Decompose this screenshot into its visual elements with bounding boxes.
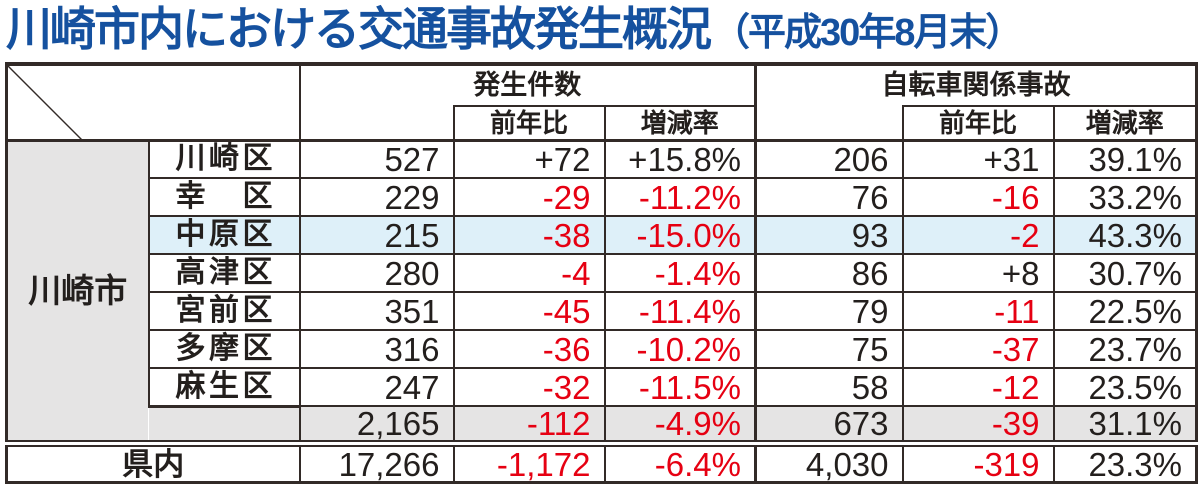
rate-cell: -4.9%	[603, 405, 757, 447]
bike-count-cell: 93	[754, 215, 904, 255]
bike-yoy-cell: +31	[901, 139, 1055, 179]
header-occurrence-group: 発生件数	[298, 63, 757, 106]
yoy-cell: +72	[452, 139, 606, 179]
bike-rate-cell: 23.3%	[1052, 440, 1198, 484]
header-bicycle-rate: 増減率	[1052, 105, 1198, 142]
bike-rate-cell: 23.7%	[1052, 329, 1198, 369]
city-label: 川崎市	[5, 139, 149, 444]
count-cell: 527	[298, 139, 455, 179]
count-cell: 215	[298, 215, 455, 255]
bike-count-cell: 76	[754, 177, 904, 217]
bike-yoy-cell: -16	[901, 177, 1055, 217]
bike-count-cell: 58	[754, 367, 904, 407]
rate-cell: -6.4%	[603, 440, 757, 484]
bike-count-cell: 206	[754, 139, 904, 179]
table-row-saiwai-ku: 幸区 229 -29 -11.2% 76 -16 33.2%	[7, 177, 1198, 217]
table-row-tama-ku: 多摩区 316 -36 -10.2% 75 -37 23.7%	[7, 329, 1198, 369]
rate-cell: -11.2%	[603, 177, 757, 217]
prefecture-label: 県内	[5, 440, 301, 484]
rate-cell: +15.8%	[603, 139, 757, 179]
yoy-cell: -29	[452, 177, 606, 217]
header-bicycle-yoy: 前年比	[901, 105, 1055, 142]
bike-rate-cell: 31.1%	[1052, 405, 1198, 447]
ward-name: 高津区	[147, 253, 301, 293]
header-occurrence-yoy: 前年比	[452, 105, 606, 142]
table-row-kawasaki-ku: 川崎市 川崎区 527 +72 +15.8% 206 +31 39.1%	[5, 139, 1198, 444]
yoy-cell: -38	[452, 215, 606, 255]
header-spacer-occurrence	[298, 106, 455, 142]
count-cell: 280	[298, 253, 455, 293]
bike-rate-cell: 30.7%	[1052, 253, 1198, 293]
bike-yoy-cell: -319	[901, 440, 1055, 484]
page-title: 川崎市内における交通事故発生概況 （平成30年8月末）	[6, 0, 1023, 60]
diagonal-line	[8, 66, 299, 140]
ward-name: 宮前区	[147, 291, 301, 331]
yoy-cell: -112	[452, 405, 606, 447]
bike-rate-cell: 33.2%	[1052, 177, 1198, 217]
bike-rate-cell: 43.3%	[1052, 215, 1198, 255]
bike-count-cell: 75	[754, 329, 904, 369]
bike-yoy-cell: +8	[901, 253, 1055, 293]
table-row-city-total: 2,165 -112 -4.9% 673 -39 31.1%	[7, 405, 1198, 447]
bike-count-cell: 673	[754, 405, 904, 447]
yoy-cell: -1,172	[452, 440, 606, 484]
bike-count-cell: 86	[754, 253, 904, 293]
count-cell: 351	[298, 291, 455, 331]
header-spacer-bicycle	[754, 106, 904, 142]
ward-name: 麻生区	[147, 367, 301, 408]
bike-yoy-cell: -37	[901, 329, 1055, 369]
bike-yoy-cell: -11	[901, 291, 1055, 331]
ward-name: 川崎区	[147, 139, 301, 179]
table-row-nakahara-ku-highlighted: 中原区 215 -38 -15.0% 93 -2 43.3%	[7, 215, 1198, 255]
ward-name: 多摩区	[147, 329, 301, 369]
header-occurrence-rate: 増減率	[603, 105, 757, 142]
bike-rate-cell: 22.5%	[1052, 291, 1198, 331]
accident-stats-table: 発生件数 自転車関係事故 前年比 増減率 前年比 増減率 川崎市 川崎区 527…	[5, 62, 1199, 484]
bike-yoy-cell: -12	[901, 367, 1055, 407]
header-bicycle-group: 自転車関係事故	[754, 63, 1198, 106]
rate-cell: -11.4%	[603, 291, 757, 331]
table-row-miyamae-ku: 宮前区 351 -45 -11.4% 79 -11 22.5%	[7, 291, 1198, 331]
count-cell: 229	[298, 177, 455, 217]
bike-count-cell: 79	[754, 291, 904, 331]
corner-diagonal-cell	[5, 63, 301, 142]
yoy-cell: -32	[452, 367, 606, 407]
count-cell: 247	[298, 367, 455, 407]
yoy-cell: -4	[452, 253, 606, 293]
count-cell: 316	[298, 329, 455, 369]
title-period: （平成30年8月末）	[712, 12, 1023, 54]
yoy-cell: -36	[452, 329, 606, 369]
rate-cell: -1.4%	[603, 253, 757, 293]
ward-name: 幸区	[147, 177, 301, 217]
rate-cell: -15.0%	[603, 215, 757, 255]
bike-count-cell: 4,030	[754, 440, 904, 484]
rate-cell: -11.5%	[603, 367, 757, 407]
yoy-cell: -45	[452, 291, 606, 331]
table-row-takatsu-ku: 高津区 280 -4 -1.4% 86 +8 30.7%	[7, 253, 1198, 293]
bike-yoy-cell: -39	[901, 405, 1055, 447]
bike-rate-cell: 39.1%	[1052, 139, 1198, 179]
table-row-asao-ku: 麻生区 247 -32 -11.5% 58 -12 23.5%	[7, 367, 1198, 408]
ward-name: 中原区	[147, 215, 301, 255]
count-cell: 17,266	[298, 440, 455, 484]
total-row-spacer	[148, 405, 301, 447]
count-cell: 2,165	[298, 405, 455, 447]
table-row-prefecture: 県内 17,266 -1,172 -6.4% 4,030 -319 23.3%	[5, 440, 1198, 484]
bike-rate-cell: 23.5%	[1052, 367, 1198, 407]
title-main: 川崎市内における交通事故発生概況	[6, 3, 712, 55]
bike-yoy-cell: -2	[901, 215, 1055, 255]
rate-cell: -10.2%	[603, 329, 757, 369]
